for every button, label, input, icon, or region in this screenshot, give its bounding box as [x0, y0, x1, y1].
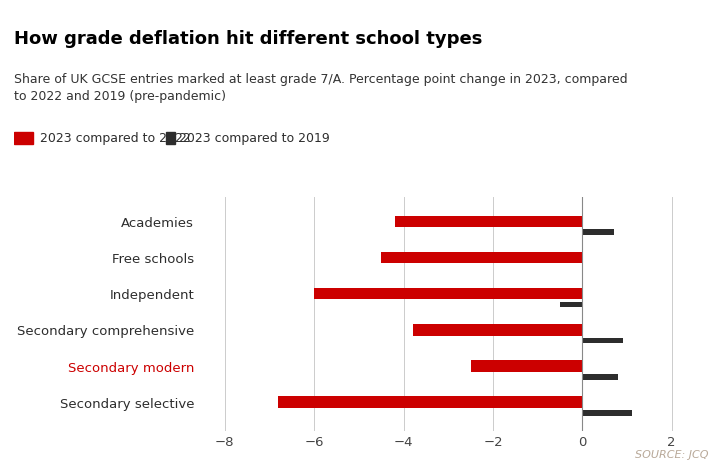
Text: 2023 compared to 2019: 2023 compared to 2019	[179, 132, 330, 145]
Text: How grade deflation hit different school types: How grade deflation hit different school…	[14, 30, 483, 48]
Text: Share of UK GCSE entries marked at least grade 7/A. Percentage point change in 2: Share of UK GCSE entries marked at least…	[14, 73, 628, 103]
Bar	[471, 360, 582, 371]
Bar	[315, 288, 582, 299]
Text: 2023 compared to 2022: 2023 compared to 2022	[40, 132, 191, 145]
Bar	[582, 374, 618, 379]
Bar	[560, 302, 582, 307]
Bar	[381, 252, 582, 264]
FancyBboxPatch shape	[166, 133, 176, 144]
Text: SOURCE: JCQ: SOURCE: JCQ	[635, 450, 709, 460]
FancyBboxPatch shape	[14, 133, 33, 144]
Bar	[582, 338, 623, 343]
Bar	[278, 396, 582, 408]
Bar	[582, 229, 614, 235]
Bar	[395, 216, 582, 227]
Bar	[413, 324, 582, 335]
Bar	[582, 410, 631, 416]
